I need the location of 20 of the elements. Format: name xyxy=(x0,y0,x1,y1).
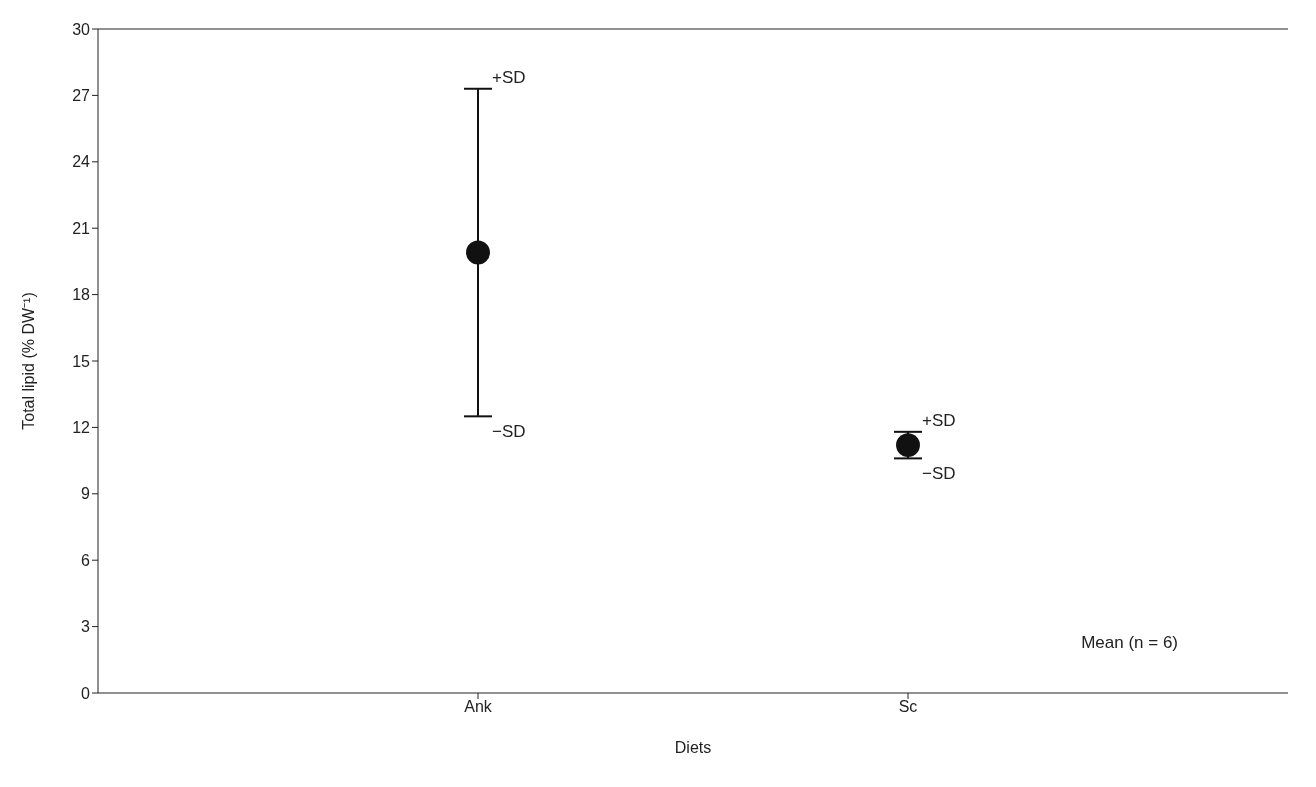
annotation: +SD xyxy=(922,411,956,431)
y-tick-label: 21 xyxy=(72,219,91,237)
y-tick-label: 6 xyxy=(81,551,91,569)
x-tick-label: Ank xyxy=(464,698,493,716)
y-tick-label: 3 xyxy=(81,618,91,636)
y-tick-label: 0 xyxy=(81,684,91,702)
annotation: −SD xyxy=(492,421,526,441)
y-tick-label: 12 xyxy=(72,419,91,437)
x-axis-title: Diets xyxy=(674,739,712,756)
y-tick-label: 9 xyxy=(81,485,91,503)
annotation: +SD xyxy=(492,68,526,88)
annotation: Mean (n = 6) xyxy=(1081,633,1178,653)
y-axis-title: Total lipid (% DW⁻¹) xyxy=(19,292,37,430)
y-tick-label: 24 xyxy=(72,153,91,171)
y-tick-label: 27 xyxy=(72,87,91,105)
y-tick-label: 18 xyxy=(72,286,91,304)
annotation: −SD xyxy=(922,463,956,483)
x-tick-label: Sc xyxy=(898,698,918,716)
y-tick-label: 15 xyxy=(72,352,91,370)
y-tick-label: 30 xyxy=(72,20,91,38)
